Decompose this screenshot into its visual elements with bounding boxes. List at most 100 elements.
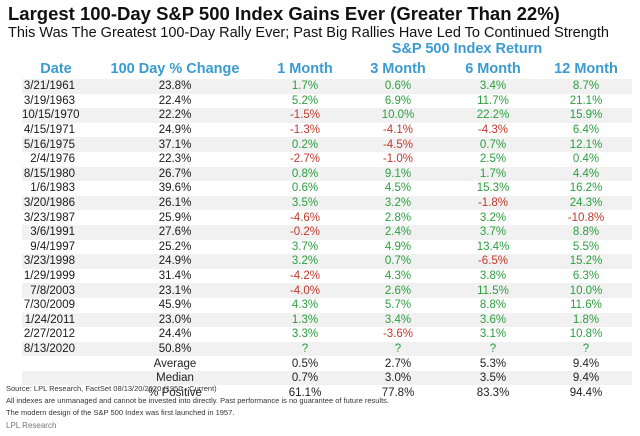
cell-date: 4/15/1971 [23,124,75,137]
footer-source: Source: LPL Research, FactSet 08/13/20/2… [6,384,217,393]
cell-return: ? [540,341,632,357]
cell-return: 6.3% [572,270,600,283]
cell-return: -4.1% [382,124,414,137]
cell-date: 7/8/2003 [22,283,90,298]
cell-return: -4.0% [260,283,350,298]
cell-return: 4.4% [540,166,632,182]
page-title: Largest 100-Day S&P 500 Index Gains Ever… [8,3,560,24]
cell-return: 6.4% [572,124,600,137]
cell-return: 12.1% [540,137,632,152]
summary-row: Average 0.5% 2.7% 5.3% 9.4% [22,356,632,371]
cell-return: 3.6% [446,312,540,328]
column-header-12-month: 12 Month [554,61,618,77]
cell-return: 4.3% [384,270,412,283]
cell-return: 6.9% [384,94,412,107]
summary-value: 5.3% [479,357,507,370]
cell-100-day-change: 50.8% [90,341,260,357]
cell-date: 1/29/1999 [23,270,75,283]
cell-return: 2.8% [384,211,412,224]
cell-return: 11.7% [477,94,509,107]
cell-return: 4.5% [384,182,412,195]
table-row: 1/24/2011 23.0% 1.3% 3.4% 3.6% 1.8% [22,312,632,328]
cell-date: 2/27/2012 [23,328,75,341]
cell-100-day-change: 25.9% [158,211,192,224]
cell-return: -1.3% [289,124,321,137]
cell-return: -1.5% [260,108,350,123]
table-row: 9/4/1997 25.2% 3.7% 4.9% 13.4% 5.5% [22,240,632,255]
cell-return: -4.5% [350,137,446,152]
cell-return: 10.0% [540,283,632,298]
summary-value: 2.7% [384,357,412,370]
cell-return: 3.7% [446,224,540,240]
cell-return: 3.4% [350,312,446,328]
cell-date: 3/6/1991 [22,224,90,240]
cell-return: 3.7% [291,240,319,253]
summary-value: 3.5% [446,370,540,386]
cell-return: 1.3% [260,312,350,328]
cell-date: 3/19/1963 [23,94,75,107]
cell-date: 7/30/2009 [23,299,75,312]
cell-return: -10.8% [567,211,605,224]
summary-value: 94.4% [569,386,603,399]
summary-label: % Positive [148,386,202,399]
cell-100-day-change: 24.9% [158,124,192,137]
summary-label: Average [153,357,197,370]
column-header-date: Date [40,61,72,77]
cell-100-day-change: 24.9% [90,254,260,269]
summary-blank [22,356,90,371]
cell-return: -2.7% [289,153,321,166]
table-row: 7/30/2009 45.9% 4.3% 5.7% 8.8% 11.6% [22,298,632,313]
cell-return: 1.7% [260,79,350,94]
cell-return: 15.3% [476,182,510,195]
cell-return: -4.6% [289,211,321,224]
column-header-3-month: 3 Month [370,61,426,77]
cell-100-day-change: 26.1% [90,195,260,211]
cell-return: -6.5% [446,254,540,269]
cell-return: 3.8% [479,270,507,283]
table-row: 8/13/2020 50.8%???? [22,341,632,357]
cell-date: 3/20/1986 [22,195,90,211]
cell-return: 3.5% [260,195,350,211]
cell-date: 3/23/1998 [22,254,90,269]
cell-100-day-change: 25.2% [158,240,192,253]
cell-return: 16.2% [569,182,603,195]
cell-return: 15.9% [540,108,632,123]
cell-date: 1/24/2011 [22,312,90,328]
cell-date: 8/13/2020 [22,341,90,357]
summary-row: % Positive 61.1% 77.8% 83.3% 94.4% [22,385,632,400]
cell-return: 2.6% [350,283,446,298]
column-header-100-day-change: 100 Day % Change [110,61,240,77]
cell-return: 0.7% [350,254,446,269]
cell-return: 8.7% [540,79,632,94]
cell-100-day-change: 23.1% [90,283,260,298]
cell-100-day-change: 23.0% [90,312,260,328]
summary-row: Median 0.7% 3.0% 3.5% 9.4% [22,370,632,386]
cell-100-day-change: 22.4% [158,94,192,107]
table-row: 3/6/1991 27.6% -0.2% 2.4% 3.7% 8.8% [22,224,632,240]
cell-date: 8/15/1980 [22,166,90,182]
cell-date: 5/16/1975 [22,137,90,152]
cell-return: -4.3% [477,124,509,137]
cell-100-day-change: 24.4% [158,328,192,341]
cell-return: 5.7% [384,299,412,312]
table-row: 3/23/1998 24.9% 3.2% 0.7% -6.5% 15.2% [22,254,632,269]
column-header-1-month: 1 Month [277,61,333,77]
cell-return: ? [350,341,446,357]
cell-return: 22.2% [446,108,540,123]
header-row: Date 100 Day % Change 1 Month 3 Month 6 … [22,59,632,79]
summary-value: 0.7% [260,370,350,386]
cell-return: 15.2% [540,254,632,269]
cell-return: 0.7% [446,137,540,152]
cell-return: 3.3% [291,328,319,341]
cell-return: 10.0% [350,108,446,123]
cell-date: 3/21/1961 [22,79,90,94]
cell-return: 24.3% [540,195,632,211]
table-row: 3/23/1987 25.9% -4.6% 2.8% 3.2% -10.8% [22,210,632,225]
footer-disclaimer: All indexes are unmanaged and cannot be … [6,396,390,405]
cell-return: 0.6% [291,182,319,195]
cell-return: 21.1% [569,94,603,107]
cell-return: 11.6% [570,299,602,312]
cell-return: 1.7% [446,166,540,182]
table-row: 4/15/1971 24.9% -1.3% -4.1% -4.3% 6.4% [22,123,632,138]
cell-100-day-change: 26.7% [90,166,260,182]
